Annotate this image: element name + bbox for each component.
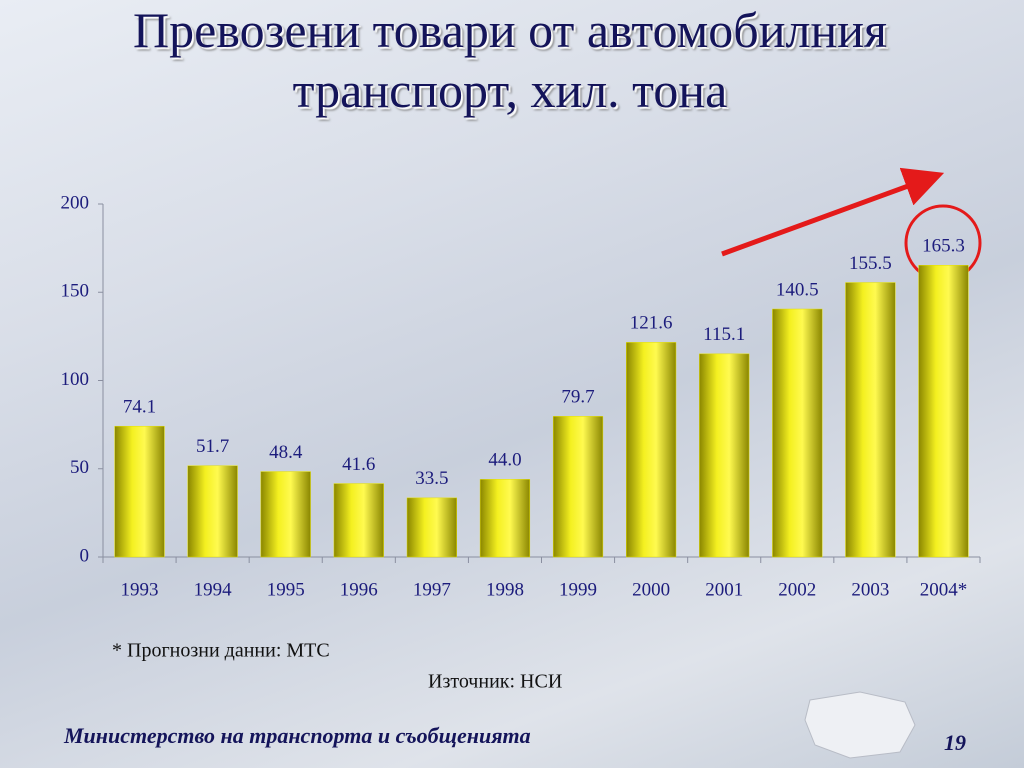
- trend-arrow: [721, 167, 945, 257]
- bar: [187, 465, 238, 558]
- x-tick-label: 1997: [413, 579, 451, 600]
- bar: [699, 353, 750, 558]
- value-label: 48.4: [269, 442, 303, 463]
- value-label: 44.0: [488, 450, 521, 471]
- footnote: * Прогнозни данни: МТС: [112, 640, 330, 662]
- x-tick-label: 1993: [121, 579, 159, 600]
- bar: [552, 416, 604, 558]
- page-number: 19: [944, 730, 966, 755]
- x-tick-label: 2003: [851, 579, 889, 600]
- bar: [406, 497, 457, 558]
- y-tick-label: 50: [70, 457, 89, 478]
- x-tick-label: 1996: [340, 579, 378, 600]
- bar: [333, 483, 384, 558]
- source: Източник: НСИ: [428, 671, 562, 693]
- x-tick-label: 1994: [194, 579, 233, 600]
- x-tick-label: 2001: [705, 579, 743, 600]
- x-tick-label: 2000: [632, 579, 670, 600]
- y-tick-label: 100: [61, 369, 90, 390]
- value-label: 41.6: [342, 454, 375, 475]
- x-tick-label: 1998: [486, 579, 524, 600]
- bar: [845, 282, 896, 558]
- x-tick-label: 1999: [559, 579, 597, 600]
- bar: [260, 471, 311, 558]
- y-tick-label: 150: [61, 281, 90, 302]
- value-label: 33.5: [415, 468, 448, 489]
- value-label: 51.7: [196, 436, 229, 457]
- value-label: 121.6: [630, 313, 673, 334]
- y-tick-label: 0: [80, 545, 90, 566]
- value-label: 165.3: [922, 236, 965, 257]
- value-label: 74.1: [123, 397, 156, 418]
- bar: [626, 342, 677, 558]
- bar: [479, 479, 531, 558]
- x-tick-label: 1995: [267, 579, 305, 600]
- value-label: 140.5: [776, 279, 819, 300]
- y-tick-label: 200: [61, 192, 90, 213]
- footer-organization: Министерство на транспорта и съобщенията: [63, 723, 531, 748]
- x-tick-label: 2002: [778, 579, 816, 600]
- value-label: 115.1: [703, 324, 745, 345]
- bar: [918, 264, 969, 558]
- value-label: 155.5: [849, 253, 892, 274]
- x-tick-label: 2004*: [920, 579, 968, 600]
- map-icon: [804, 691, 916, 759]
- value-label: 79.7: [561, 387, 594, 408]
- chart-title: Превозени товари от автомобилния транспо…: [133, 2, 887, 118]
- bar: [114, 425, 165, 558]
- bar: [772, 308, 823, 558]
